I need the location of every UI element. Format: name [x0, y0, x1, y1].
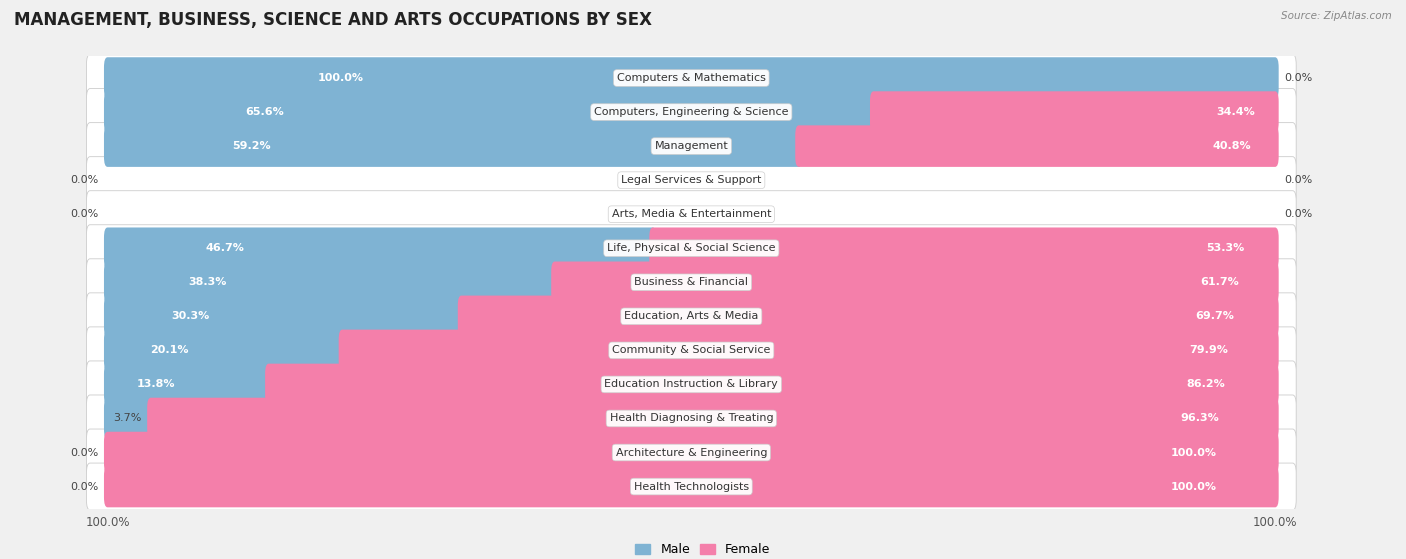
FancyBboxPatch shape [86, 88, 1296, 136]
FancyBboxPatch shape [104, 364, 273, 405]
Text: 79.9%: 79.9% [1189, 345, 1229, 356]
FancyBboxPatch shape [86, 122, 1296, 169]
Text: Arts, Media & Entertainment: Arts, Media & Entertainment [612, 209, 770, 219]
FancyBboxPatch shape [86, 463, 1296, 510]
FancyBboxPatch shape [86, 429, 1296, 476]
Text: Business & Financial: Business & Financial [634, 277, 748, 287]
Text: 3.7%: 3.7% [112, 414, 142, 424]
Text: 40.8%: 40.8% [1213, 141, 1251, 151]
FancyBboxPatch shape [104, 262, 558, 303]
Text: MANAGEMENT, BUSINESS, SCIENCE AND ARTS OCCUPATIONS BY SEX: MANAGEMENT, BUSINESS, SCIENCE AND ARTS O… [14, 11, 652, 29]
FancyBboxPatch shape [650, 228, 1278, 269]
Text: Computers, Engineering & Science: Computers, Engineering & Science [595, 107, 789, 117]
Text: 13.8%: 13.8% [136, 380, 174, 390]
FancyBboxPatch shape [104, 330, 346, 371]
FancyBboxPatch shape [104, 228, 657, 269]
Text: Life, Physical & Social Science: Life, Physical & Social Science [607, 243, 776, 253]
Text: 69.7%: 69.7% [1195, 311, 1234, 321]
Text: 100.0%: 100.0% [318, 73, 364, 83]
FancyBboxPatch shape [104, 466, 1278, 508]
FancyBboxPatch shape [86, 395, 1296, 442]
Text: Management: Management [654, 141, 728, 151]
Text: 96.3%: 96.3% [1180, 414, 1219, 424]
FancyBboxPatch shape [796, 125, 1278, 167]
FancyBboxPatch shape [86, 327, 1296, 374]
FancyBboxPatch shape [104, 57, 1278, 99]
FancyBboxPatch shape [104, 125, 803, 167]
Text: 0.0%: 0.0% [70, 209, 98, 219]
FancyBboxPatch shape [870, 91, 1278, 133]
Text: 86.2%: 86.2% [1187, 380, 1225, 390]
FancyBboxPatch shape [104, 91, 877, 133]
Text: Computers & Mathematics: Computers & Mathematics [617, 73, 766, 83]
FancyBboxPatch shape [86, 55, 1296, 102]
Text: 65.6%: 65.6% [246, 107, 284, 117]
FancyBboxPatch shape [86, 259, 1296, 306]
Text: 0.0%: 0.0% [1285, 209, 1313, 219]
Text: 53.3%: 53.3% [1206, 243, 1244, 253]
Text: Community & Social Service: Community & Social Service [612, 345, 770, 356]
Text: Architecture & Engineering: Architecture & Engineering [616, 448, 768, 457]
Text: Education, Arts & Media: Education, Arts & Media [624, 311, 758, 321]
Text: 0.0%: 0.0% [1285, 175, 1313, 185]
Text: Health Technologists: Health Technologists [634, 481, 749, 491]
Text: 34.4%: 34.4% [1216, 107, 1256, 117]
Text: 38.3%: 38.3% [188, 277, 226, 287]
Text: 100.0%: 100.0% [1171, 481, 1216, 491]
FancyBboxPatch shape [104, 432, 1278, 473]
FancyBboxPatch shape [148, 397, 1278, 439]
Text: Source: ZipAtlas.com: Source: ZipAtlas.com [1281, 11, 1392, 21]
Text: Health Diagnosing & Treating: Health Diagnosing & Treating [610, 414, 773, 424]
FancyBboxPatch shape [104, 397, 155, 439]
Text: 20.1%: 20.1% [149, 345, 188, 356]
Text: 0.0%: 0.0% [70, 175, 98, 185]
Text: 30.3%: 30.3% [172, 311, 209, 321]
FancyBboxPatch shape [266, 364, 1278, 405]
FancyBboxPatch shape [86, 293, 1296, 340]
Text: 0.0%: 0.0% [70, 481, 98, 491]
Text: Education Instruction & Library: Education Instruction & Library [605, 380, 778, 390]
FancyBboxPatch shape [458, 296, 1278, 337]
FancyBboxPatch shape [104, 296, 465, 337]
FancyBboxPatch shape [86, 225, 1296, 272]
FancyBboxPatch shape [339, 330, 1278, 371]
FancyBboxPatch shape [86, 361, 1296, 408]
FancyBboxPatch shape [551, 262, 1278, 303]
Text: 61.7%: 61.7% [1201, 277, 1239, 287]
FancyBboxPatch shape [86, 157, 1296, 203]
FancyBboxPatch shape [86, 191, 1296, 238]
Text: 0.0%: 0.0% [70, 448, 98, 457]
Text: Legal Services & Support: Legal Services & Support [621, 175, 762, 185]
Text: 100.0%: 100.0% [1171, 448, 1216, 457]
Text: 0.0%: 0.0% [1285, 73, 1313, 83]
Text: 46.7%: 46.7% [205, 243, 245, 253]
Text: 59.2%: 59.2% [232, 141, 270, 151]
Legend: Male, Female: Male, Female [630, 538, 776, 559]
